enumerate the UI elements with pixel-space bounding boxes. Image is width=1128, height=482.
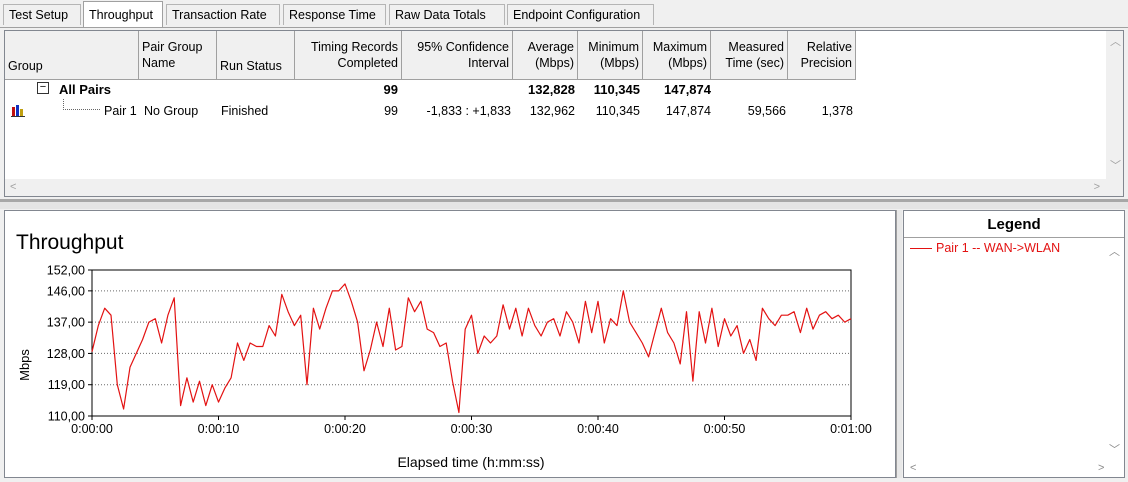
legend-title: Legend: [904, 211, 1124, 238]
minimum-value: 110,345: [595, 104, 640, 118]
table-vertical-scrollbar[interactable]: ︿ ﹀: [1106, 31, 1123, 181]
column-header-label: Run Status: [220, 59, 282, 73]
tab-throughput[interactable]: Throughput: [83, 1, 163, 27]
y-tick-label: 152,00: [47, 264, 85, 278]
column-header-confidence-interval[interactable]: 95% Confidence Interval: [402, 31, 513, 80]
column-header-minimum[interactable]: Minimum (Mbps): [578, 31, 643, 80]
column-header-label: Average: [527, 40, 574, 54]
scroll-left-icon[interactable]: <: [10, 181, 17, 193]
x-tick-label: 0:00:10: [198, 422, 240, 436]
pair-chart-icon: [11, 104, 27, 120]
table-horizontal-scrollbar[interactable]: < >: [5, 179, 1106, 196]
column-header-group[interactable]: Group: [5, 31, 139, 80]
tab-test-setup[interactable]: Test Setup: [3, 4, 81, 25]
column-header-label: (Mbps): [600, 56, 639, 70]
tab-endpoint-configuration[interactable]: Endpoint Configuration: [507, 4, 654, 25]
column-header-label: Pair Group: [142, 40, 203, 54]
tab-response-time[interactable]: Response Time: [283, 4, 386, 25]
y-tick-label: 119,00: [48, 378, 85, 392]
column-header-label: Precision: [800, 56, 852, 70]
column-header-label: Minimum: [588, 40, 639, 54]
tab-raw-data-totals[interactable]: Raw Data Totals: [389, 4, 505, 25]
x-axis-label: Elapsed time (h:mm:ss): [397, 454, 544, 470]
tree-connector: [63, 99, 100, 110]
legend-item-label: Pair 1 -- WAN->WLAN: [936, 241, 1061, 255]
scroll-up-icon[interactable]: ︿: [1110, 36, 1121, 48]
relative-precision-value: 1,378: [821, 104, 853, 118]
confidence-interval-value: -1,833 : +1,833: [426, 104, 511, 118]
column-header-label: Name: [142, 56, 176, 70]
x-tick-label: 0:00:30: [451, 422, 493, 436]
pair-group-name-value: No Group: [144, 104, 199, 118]
column-header-label: Time (sec): [725, 56, 784, 70]
x-tick-label: 0:00:00: [71, 422, 113, 436]
tab-bar: Test Setup Throughput Transaction Rate R…: [0, 0, 1128, 28]
x-tick-label: 0:00:20: [324, 422, 366, 436]
column-header-timing-records[interactable]: Timing Records Completed: [295, 31, 402, 80]
vertical-splitter[interactable]: [896, 210, 902, 478]
y-tick-label: 110,00: [48, 410, 85, 424]
y-tick-label: 128,00: [47, 347, 85, 361]
pair-label: Pair 1: [104, 104, 137, 118]
collapse-toggle-icon[interactable]: −: [37, 82, 49, 94]
maximum-value: 147,874: [665, 104, 711, 118]
column-header-label: Group: [8, 59, 43, 73]
legend-scroll-right-icon[interactable]: >: [1098, 462, 1105, 474]
column-header-label: Relative: [806, 40, 852, 54]
timing-records-value: 99: [383, 82, 398, 97]
series-line: [91, 283, 852, 414]
column-header-label: 95% Confidence: [417, 40, 509, 54]
average-value: 132,962: [529, 104, 575, 118]
legend-item[interactable]: Pair 1 -- WAN->WLAN: [910, 241, 1060, 255]
column-header-label: Measured: [728, 40, 784, 54]
tab-divider: [0, 27, 1128, 28]
x-tick-label: 0:00:50: [704, 422, 746, 436]
y-axis-label: Mbps: [17, 349, 32, 381]
column-header-label: Timing Records: [310, 40, 398, 54]
column-header-label: Interval: [468, 56, 509, 70]
horizontal-splitter[interactable]: [0, 199, 1128, 209]
legend-scroll-left-icon[interactable]: <: [910, 462, 917, 474]
group-label: All Pairs: [59, 82, 112, 97]
column-header-label: (Mbps): [668, 56, 707, 70]
legend-panel: Legend Pair 1 -- WAN->WLAN ︿ ﹀ < >: [903, 210, 1125, 478]
average-value: 132,828: [528, 82, 575, 97]
column-header-label: (Mbps): [535, 56, 574, 70]
column-header-label: Completed: [337, 56, 398, 70]
scroll-corner: [1106, 179, 1123, 196]
tab-transaction-rate[interactable]: Transaction Rate: [166, 4, 280, 25]
legend-scroll-down-icon[interactable]: ﹀: [1109, 444, 1120, 456]
column-header-measured-time[interactable]: Measured Time (sec): [711, 31, 788, 80]
chart-title: Throughput: [16, 231, 124, 254]
x-tick-label: 0:00:40: [577, 422, 619, 436]
results-table: Group Pair Group Name Run Status Timing …: [4, 30, 1124, 197]
column-header-pair-group-name[interactable]: Pair Group Name: [139, 31, 217, 80]
x-tick-label: 0:01:00: [830, 422, 872, 436]
column-header-maximum[interactable]: Maximum (Mbps): [643, 31, 711, 80]
column-header-run-status[interactable]: Run Status: [217, 31, 295, 80]
scroll-right-icon[interactable]: >: [1093, 181, 1100, 193]
column-header-average[interactable]: Average (Mbps): [513, 31, 578, 80]
throughput-chart: Throughput Mbps Elapsed time (h:mm:ss) 1…: [16, 231, 872, 470]
minimum-value: 110,345: [593, 82, 640, 97]
y-tick-label: 137,00: [47, 316, 85, 330]
timing-records-value: 99: [384, 104, 398, 118]
maximum-value: 147,874: [664, 82, 711, 97]
y-tick-label: 146,00: [47, 284, 85, 298]
plot-frame: [91, 269, 852, 417]
throughput-chart-panel: Throughput Mbps Elapsed time (h:mm:ss) 1…: [4, 210, 896, 478]
legend-scroll-up-icon[interactable]: ︿: [1109, 246, 1120, 258]
legend-swatch: [910, 248, 932, 250]
measured-time-value: 59,566: [747, 104, 786, 118]
run-status-value: Finished: [221, 104, 269, 118]
column-header-label: Maximum: [652, 40, 707, 54]
column-header-relative-precision[interactable]: Relative Precision: [788, 31, 856, 80]
scroll-down-icon[interactable]: ﹀: [1110, 160, 1121, 172]
